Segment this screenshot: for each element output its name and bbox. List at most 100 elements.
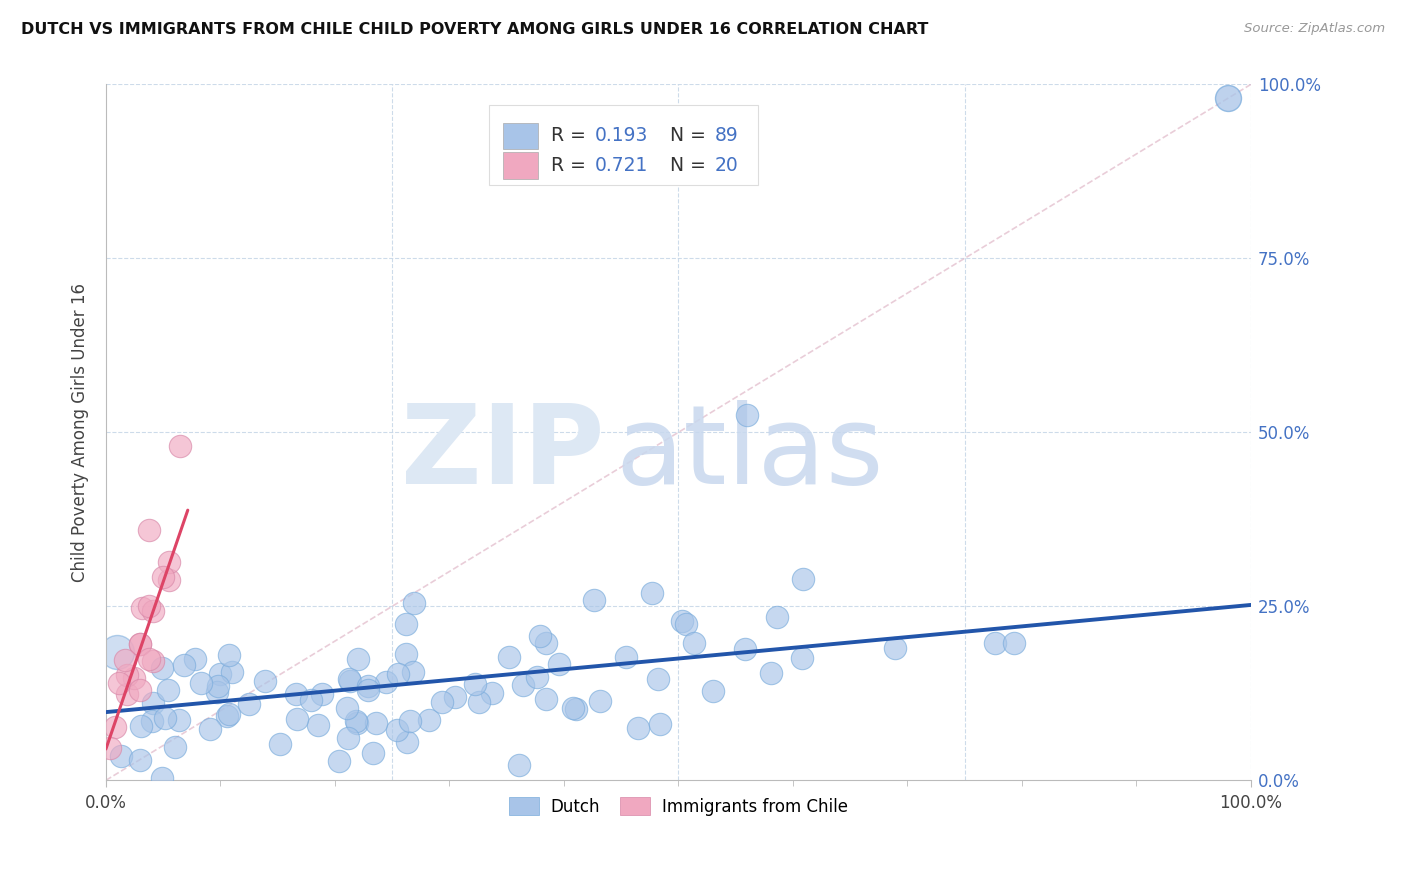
- Point: [218, 707, 240, 722]
- FancyBboxPatch shape: [503, 153, 537, 178]
- Point: [114, 653, 136, 667]
- Text: 0.721: 0.721: [595, 156, 648, 175]
- Point: [150, 661, 173, 675]
- Point: [131, 600, 153, 615]
- Text: DUTCH VS IMMIGRANTS FROM CHILE CHILD POVERTY AMONG GIRLS UNDER 16 CORRELATION CH: DUTCH VS IMMIGRANTS FROM CHILE CHILD POV…: [21, 22, 928, 37]
- Point: [344, 714, 367, 728]
- Point: [508, 758, 530, 772]
- Point: [142, 654, 165, 668]
- Point: [163, 740, 186, 755]
- Point: [336, 701, 359, 715]
- Point: [167, 713, 190, 727]
- Point: [128, 637, 150, 651]
- Y-axis label: Child Poverty Among Girls Under 16: Child Poverty Among Girls Under 16: [72, 283, 89, 582]
- Point: [561, 701, 583, 715]
- Point: [884, 640, 907, 655]
- Point: [683, 636, 706, 650]
- Text: atlas: atlas: [616, 400, 884, 507]
- Text: ZIP: ZIP: [401, 400, 605, 507]
- Point: [115, 668, 138, 682]
- Point: [529, 629, 551, 643]
- Point: [311, 687, 333, 701]
- Point: [221, 665, 243, 680]
- Point: [190, 676, 212, 690]
- Point: [468, 695, 491, 709]
- Point: [648, 717, 671, 731]
- Point: [285, 712, 308, 726]
- Point: [357, 679, 380, 693]
- Point: [269, 737, 291, 751]
- Legend: Dutch, Immigrants from Chile: Dutch, Immigrants from Chile: [501, 789, 856, 824]
- Point: [98, 741, 121, 756]
- Text: Source: ZipAtlas.com: Source: ZipAtlas.com: [1244, 22, 1385, 36]
- Point: [387, 666, 409, 681]
- Text: R =: R =: [551, 127, 592, 145]
- Point: [481, 686, 503, 700]
- Point: [385, 723, 408, 738]
- Point: [464, 677, 486, 691]
- Point: [399, 714, 422, 728]
- Point: [640, 585, 662, 599]
- Point: [112, 787, 135, 801]
- Point: [357, 682, 380, 697]
- Point: [339, 673, 361, 688]
- Point: [124, 801, 146, 815]
- Point: [337, 731, 360, 745]
- Point: [346, 715, 368, 730]
- Point: [142, 696, 165, 710]
- Point: [583, 592, 606, 607]
- Point: [141, 714, 163, 729]
- Point: [790, 650, 813, 665]
- Point: [792, 572, 814, 586]
- Point: [110, 748, 132, 763]
- Point: [157, 555, 180, 569]
- Point: [198, 723, 221, 737]
- Point: [156, 683, 179, 698]
- Text: 20: 20: [716, 156, 738, 175]
- Point: [395, 735, 418, 749]
- Point: [184, 652, 207, 666]
- Point: [614, 649, 637, 664]
- Point: [153, 711, 176, 725]
- Point: [404, 596, 426, 610]
- Point: [536, 691, 558, 706]
- Point: [361, 747, 384, 761]
- Point: [108, 787, 131, 801]
- Point: [589, 694, 612, 708]
- Text: 89: 89: [716, 127, 738, 145]
- Point: [337, 672, 360, 686]
- Point: [107, 675, 129, 690]
- Point: [766, 610, 789, 624]
- Point: [124, 671, 146, 685]
- Point: [173, 657, 195, 672]
- Point: [138, 599, 160, 613]
- Point: [346, 652, 368, 666]
- Point: [444, 690, 467, 705]
- Text: R =: R =: [551, 156, 592, 175]
- Point: [734, 642, 756, 657]
- Point: [1216, 91, 1239, 105]
- Point: [138, 523, 160, 537]
- Point: [430, 695, 453, 709]
- Point: [129, 753, 152, 767]
- Point: [129, 637, 152, 651]
- Point: [565, 702, 588, 716]
- Point: [395, 647, 418, 661]
- Point: [374, 675, 396, 690]
- Point: [115, 687, 138, 701]
- Point: [169, 439, 191, 453]
- FancyBboxPatch shape: [503, 122, 537, 149]
- Point: [285, 687, 308, 701]
- Point: [675, 616, 697, 631]
- Point: [418, 713, 440, 727]
- Point: [627, 721, 650, 735]
- Point: [536, 636, 558, 650]
- Point: [364, 716, 387, 731]
- Point: [671, 614, 693, 628]
- Point: [548, 657, 571, 671]
- Point: [142, 603, 165, 617]
- Point: [512, 678, 534, 692]
- Point: [735, 408, 758, 422]
- Text: N =: N =: [652, 127, 711, 145]
- Text: 0.193: 0.193: [595, 127, 648, 145]
